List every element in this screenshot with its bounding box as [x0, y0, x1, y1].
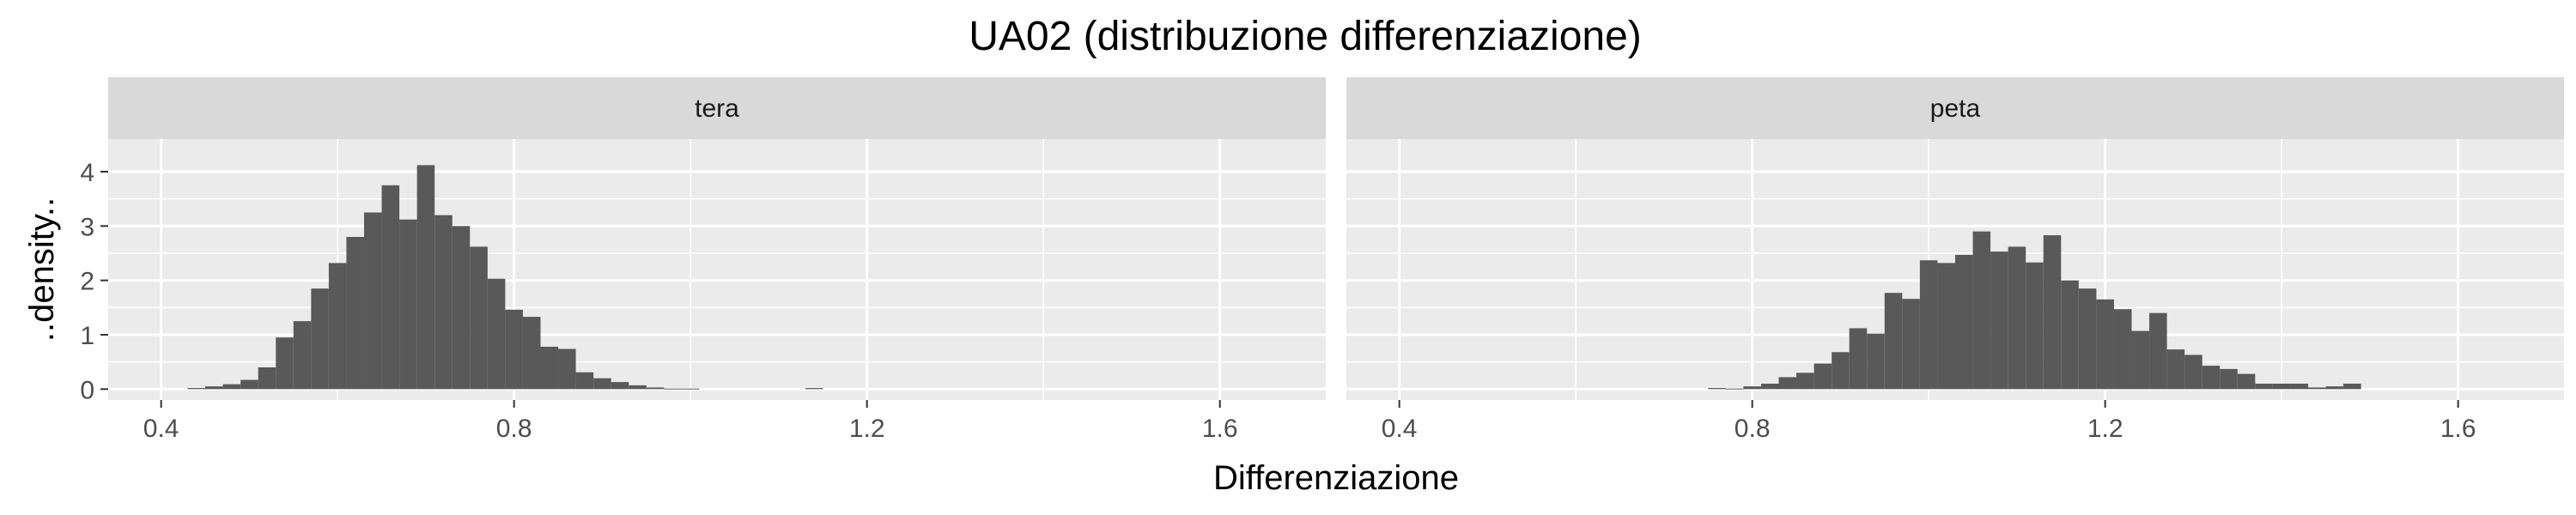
- y-tick-label: 4: [80, 159, 94, 187]
- histogram-bar: [2113, 309, 2132, 390]
- histogram-bar: [646, 387, 665, 390]
- histogram-bar: [399, 219, 417, 390]
- histogram-bar: [1796, 373, 1814, 390]
- histogram-bar: [2149, 312, 2167, 390]
- histogram-bar: [416, 165, 435, 390]
- histogram-bar: [222, 384, 241, 390]
- x-tick-label: 1.6: [2440, 415, 2476, 443]
- y-axis: 0 1 2 3 4: [80, 159, 108, 404]
- histogram-bar: [1867, 333, 1885, 390]
- histogram-bar: [593, 378, 611, 390]
- x-axis-peta: 0.4 0.8 1.2 1.6: [1382, 400, 2476, 443]
- histogram-bar: [1760, 384, 1779, 390]
- histogram-bar: [2096, 299, 2114, 390]
- bars-peta: [1708, 231, 2361, 390]
- histogram-bar: [505, 309, 523, 390]
- panel-tera: tera: [108, 77, 1326, 400]
- histogram-bar: [2255, 384, 2273, 390]
- histogram-bar: [470, 246, 488, 390]
- histogram-bar: [2272, 384, 2291, 390]
- x-axis-tera: 0.4 0.8 1.2 1.6: [143, 400, 1238, 443]
- x-tick-label: 1.6: [1202, 415, 1238, 443]
- histogram-bar: [2202, 366, 2221, 390]
- histogram-bar: [1725, 388, 1744, 390]
- histogram-bar: [2166, 349, 2185, 390]
- histogram-bar: [240, 379, 258, 390]
- histogram-bar: [2043, 235, 2062, 390]
- histogram-bar: [187, 388, 206, 390]
- strip-background-peta: [1346, 77, 2564, 139]
- histogram-bar: [1778, 377, 1797, 390]
- histogram-bar: [1919, 260, 1938, 390]
- y-tick-label: 2: [80, 268, 94, 296]
- histogram-bar: [558, 348, 576, 390]
- panel-peta: peta: [1346, 77, 2564, 400]
- x-tick-label: 1.2: [849, 415, 885, 443]
- histogram-bar: [2308, 387, 2326, 390]
- histogram-bar: [2131, 330, 2150, 390]
- y-tick-label: 3: [80, 213, 94, 241]
- strip-label-peta: peta: [1930, 94, 1981, 123]
- histogram-bar: [1708, 388, 1726, 390]
- y-tick-label: 1: [80, 322, 94, 350]
- histogram-bar: [328, 263, 347, 390]
- histogram-bar: [1955, 254, 1973, 390]
- histogram-bar: [452, 226, 471, 390]
- histogram-bar: [205, 386, 223, 390]
- x-tick-label: 0.4: [143, 415, 179, 443]
- x-tick-label: 1.2: [2087, 415, 2123, 443]
- x-axis-title: Differenziazione: [1213, 459, 1459, 497]
- histogram-bar: [258, 367, 276, 390]
- strip-background-tera: [108, 77, 1326, 139]
- histogram-bar: [1937, 263, 1955, 390]
- histogram-bar: [1743, 386, 1761, 390]
- histogram-bar: [2026, 262, 2044, 390]
- histogram-bar: [2061, 280, 2079, 390]
- histogram-bar: [381, 185, 400, 390]
- histogram-bar: [2220, 368, 2238, 390]
- histogram-bar: [522, 317, 541, 390]
- histogram-bar: [629, 385, 647, 390]
- histogram-bar: [664, 388, 682, 390]
- histogram-bar: [2008, 246, 2026, 390]
- x-tick-label: 0.8: [496, 415, 532, 443]
- histogram-bar: [2343, 384, 2361, 390]
- histogram-bar: [1972, 231, 1991, 390]
- histogram-bar: [540, 346, 559, 390]
- histogram-bar: [346, 237, 364, 390]
- histogram-bar: [487, 278, 506, 390]
- histogram-bar: [611, 382, 629, 390]
- strip-label-tera: tera: [695, 94, 739, 123]
- histogram-bar: [575, 372, 594, 390]
- chart-title: UA02 (distribuzione differenziazione): [969, 14, 1642, 59]
- histogram-bar: [2184, 354, 2202, 390]
- histogram-bar: [2325, 386, 2344, 390]
- histogram-bar: [805, 388, 823, 390]
- histogram-bar: [311, 288, 329, 390]
- histogram-bar: [1990, 251, 2008, 390]
- histogram-bar: [681, 388, 700, 390]
- histogram-bar: [434, 215, 453, 390]
- histogram-bar: [1849, 328, 1868, 390]
- x-tick-label: 0.4: [1382, 415, 1418, 443]
- histogram-bar: [1832, 352, 1850, 390]
- y-tick-label: 0: [80, 376, 94, 404]
- x-tick-label: 0.8: [1735, 415, 1771, 443]
- y-axis-title: ..density..: [23, 197, 61, 342]
- bars-tera: [187, 165, 823, 390]
- histogram-bar: [2237, 373, 2256, 390]
- histogram-bar: [2078, 288, 2097, 390]
- histogram-bar: [1814, 363, 1832, 390]
- histogram-bar: [293, 321, 312, 390]
- histogram-bar: [276, 337, 294, 390]
- histogram-bar: [363, 212, 382, 390]
- histogram-bar: [1902, 299, 1920, 390]
- histogram-bar: [2290, 384, 2309, 390]
- histogram-bar: [1884, 293, 1903, 390]
